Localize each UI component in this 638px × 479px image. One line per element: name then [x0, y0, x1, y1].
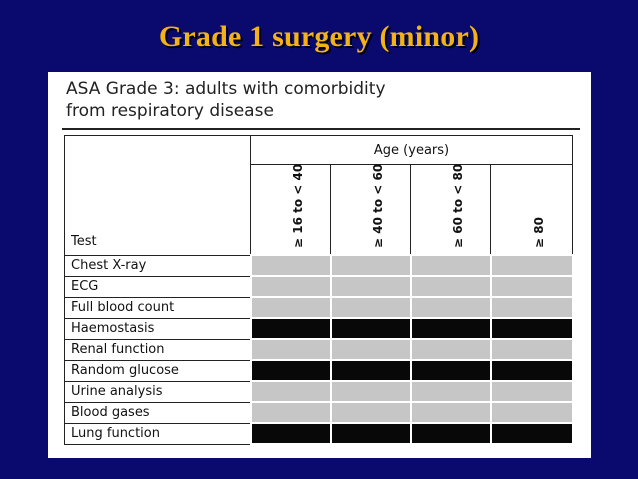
- recommendation-cell-black: [249, 317, 332, 340]
- recommendation-cell-grey: [409, 275, 492, 298]
- table-row: Renal function: [64, 338, 574, 361]
- recommendation-cell-grey: [249, 380, 332, 403]
- recommendation-cell-grey: [249, 338, 332, 361]
- recommendation-cell-black: [489, 422, 574, 445]
- recommendation-cell-black: [409, 422, 492, 445]
- recommendation-cell-grey: [329, 338, 412, 361]
- recommendation-cell-grey: [329, 401, 412, 424]
- test-name: Haemostasis: [64, 317, 251, 340]
- recommendation-cell-grey: [329, 296, 412, 319]
- recommendation-cell-black: [249, 422, 332, 445]
- recommendation-cell-grey: [489, 338, 574, 361]
- test-name: Renal function: [64, 338, 251, 361]
- recommendation-cell-black: [329, 422, 412, 445]
- recommendation-cell-grey: [409, 296, 492, 319]
- recommendation-cell-black: [489, 359, 574, 382]
- recommendation-cell-grey: [409, 380, 492, 403]
- recommendation-cell-grey: [249, 401, 332, 424]
- table-row: Blood gases: [64, 401, 574, 424]
- recommendation-cell-black: [489, 317, 574, 340]
- test-name: Chest X-ray: [64, 254, 251, 277]
- table-panel: ASA Grade 3: adults with comorbidity fro…: [48, 72, 591, 458]
- tests-table: Test Age (years) ≥ 16 to < 40 ≥ 40 to < 6…: [64, 135, 574, 445]
- recommendation-cell-grey: [489, 275, 574, 298]
- test-name: Full blood count: [64, 296, 251, 319]
- recommendation-cell-grey: [329, 254, 412, 277]
- recommendation-cell-black: [329, 317, 412, 340]
- title-divider: [62, 128, 580, 130]
- table-row: Haemostasis: [64, 317, 574, 340]
- age-group-header: ≥ 40 to < 60: [330, 163, 411, 256]
- recommendation-cell-grey: [409, 254, 492, 277]
- table-row: ECG: [64, 275, 574, 298]
- age-group-header: ≥ 80: [489, 164, 574, 256]
- table-row: Urine analysis: [64, 380, 574, 403]
- test-name: Urine analysis: [64, 380, 251, 403]
- slide-title: Grade 1 surgery (minor): [158, 20, 480, 53]
- age-column-header: Age (years): [249, 135, 574, 165]
- recommendation-cell-grey: [249, 254, 332, 277]
- age-group-label: ≥ 16 to < 40: [290, 163, 305, 248]
- test-name: Blood gases: [64, 401, 251, 424]
- recommendation-cell-grey: [249, 296, 332, 319]
- table-row: Random glucose: [64, 359, 574, 382]
- recommendation-cell-black: [249, 359, 332, 382]
- test-name: ECG: [64, 275, 251, 298]
- age-group-header: ≥ 16 to < 40: [250, 163, 331, 256]
- recommendation-cell-grey: [329, 275, 412, 298]
- panel-title: ASA Grade 3: adults with comorbidity fro…: [66, 78, 386, 122]
- recommendation-cell-black: [409, 359, 492, 382]
- recommendation-cell-black: [329, 359, 412, 382]
- age-group-header: ≥ 60 to < 80: [410, 163, 491, 256]
- recommendation-cell-black: [409, 317, 492, 340]
- age-group-label: ≥ 80: [531, 217, 546, 248]
- recommendation-cell-grey: [489, 401, 574, 424]
- table-row: Chest X-ray: [64, 254, 574, 277]
- panel-title-line-1: ASA Grade 3: adults with comorbidity: [66, 79, 386, 99]
- recommendation-cell-grey: [329, 380, 412, 403]
- recommendation-cell-grey: [409, 401, 492, 424]
- recommendation-cell-grey: [249, 275, 332, 298]
- panel-title-line-2: from respiratory disease: [66, 101, 274, 121]
- test-column-header: Test: [64, 135, 251, 256]
- recommendation-cell-grey: [489, 254, 574, 277]
- test-name: Random glucose: [64, 359, 251, 382]
- test-name: Lung function: [64, 422, 251, 445]
- table-row: Lung function: [64, 422, 574, 445]
- recommendation-cell-grey: [489, 296, 574, 319]
- age-group-label: ≥ 40 to < 60: [370, 163, 385, 248]
- recommendation-cell-grey: [409, 338, 492, 361]
- table-row: Full blood count: [64, 296, 574, 319]
- recommendation-cell-grey: [489, 380, 574, 403]
- age-group-label: ≥ 60 to < 80: [450, 163, 465, 248]
